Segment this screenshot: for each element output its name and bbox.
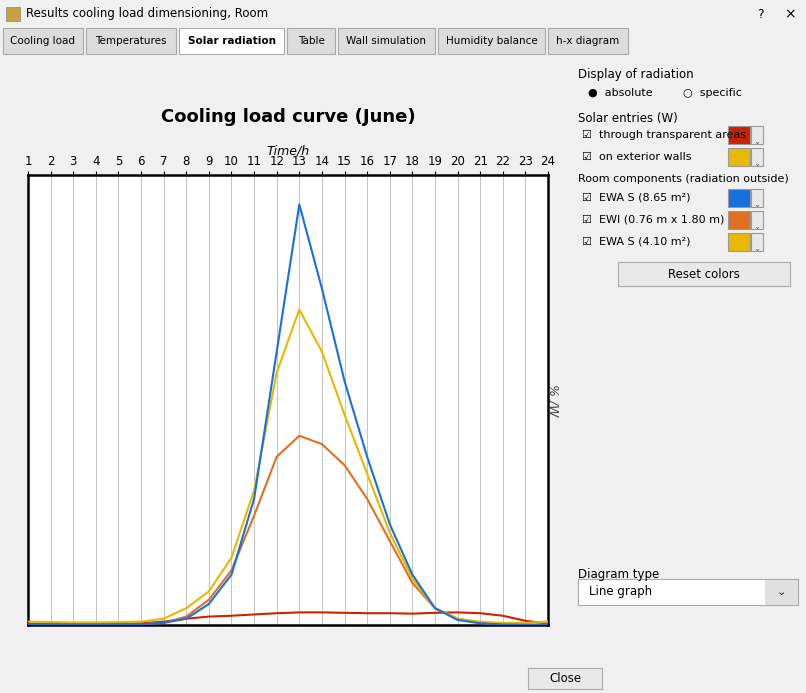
- Text: Solar entries (W): Solar entries (W): [578, 112, 678, 125]
- Text: Table: Table: [297, 36, 325, 46]
- Text: ⌄: ⌄: [753, 137, 760, 146]
- Text: Line graph: Line graph: [589, 586, 652, 598]
- Text: ○  specific: ○ specific: [683, 88, 742, 98]
- Text: ●  absolute: ● absolute: [588, 88, 652, 98]
- Text: Diagram type: Diagram type: [578, 568, 659, 581]
- Bar: [548, 28, 628, 54]
- Bar: [3, 28, 83, 54]
- Text: ⌄: ⌄: [753, 222, 760, 231]
- Text: Room components (radiation outside): Room components (radiation outside): [578, 174, 789, 184]
- Text: h-x diagram: h-x diagram: [556, 36, 620, 46]
- Text: Cooling load curve (June): Cooling load curve (June): [160, 109, 415, 127]
- Bar: [179, 28, 284, 54]
- Text: ?: ?: [757, 8, 763, 21]
- Text: Solar radiation: Solar radiation: [188, 36, 276, 46]
- Text: ⌄: ⌄: [753, 244, 760, 253]
- Bar: [86, 28, 176, 54]
- Text: ☑  on exterior walls: ☑ on exterior walls: [582, 152, 692, 162]
- Text: Close: Close: [549, 672, 581, 685]
- Text: Results cooling load dimensioning, Room: Results cooling load dimensioning, Room: [26, 8, 268, 21]
- Bar: [765, 579, 798, 605]
- Bar: [287, 28, 335, 54]
- Text: ☑  through transparent areas: ☑ through transparent areas: [582, 130, 746, 140]
- Bar: [438, 28, 545, 54]
- Text: ☑  EWI (0.76 m x 1.80 m): ☑ EWI (0.76 m x 1.80 m): [582, 215, 725, 225]
- Text: ☑  EWA S (4.10 m²): ☑ EWA S (4.10 m²): [582, 237, 691, 247]
- Text: ⌄: ⌄: [753, 200, 760, 209]
- Text: ⌄: ⌄: [777, 587, 786, 597]
- Text: Time/h: Time/h: [267, 145, 310, 158]
- Text: Cooling load: Cooling load: [10, 36, 76, 46]
- Text: ⌄: ⌄: [753, 159, 760, 168]
- Text: ×: ×: [784, 7, 796, 21]
- Text: Display of radiation: Display of radiation: [578, 68, 694, 81]
- Text: Reset colors: Reset colors: [668, 267, 740, 281]
- Text: Wall simulation: Wall simulation: [347, 36, 426, 46]
- Y-axis label: % /W: % /W: [546, 384, 559, 416]
- Text: ☑  EWA S (8.65 m²): ☑ EWA S (8.65 m²): [582, 193, 691, 203]
- Bar: [338, 28, 435, 54]
- Text: Humidity balance: Humidity balance: [446, 36, 538, 46]
- Bar: [6, 7, 20, 21]
- Text: Temperatures: Temperatures: [95, 36, 167, 46]
